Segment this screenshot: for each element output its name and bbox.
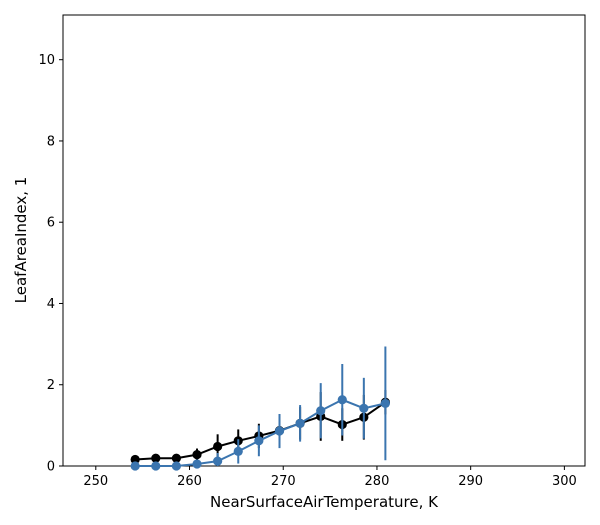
y-axis: 0 2 4 6 8 10: [38, 53, 63, 475]
data-point: [359, 403, 369, 413]
y-tick-label: 2: [47, 378, 55, 393]
data-point: [380, 398, 390, 409]
y-axis-label: LeafAreaIndex, 1: [12, 177, 30, 304]
x-tick-label: 300: [552, 474, 577, 489]
data-point: [151, 453, 161, 463]
data-point: [274, 426, 285, 436]
data-point: [316, 406, 326, 416]
x-tick-label: 290: [458, 474, 483, 489]
data-point: [192, 450, 202, 460]
plot-area: [62, 14, 586, 467]
series-1: [130, 346, 390, 471]
data-point: [254, 436, 264, 446]
data-point: [213, 441, 223, 452]
data-point: [130, 454, 140, 465]
data-point: [192, 459, 202, 469]
x-axis: 250 260 270 280 290 300: [83, 466, 577, 489]
data-point: [295, 418, 305, 428]
y-tick-label: 6: [47, 216, 55, 231]
data-point: [151, 461, 161, 471]
x-tick-label: 250: [83, 474, 108, 489]
data-point: [337, 395, 347, 405]
data-point: [171, 453, 181, 463]
y-tick-label: 8: [47, 134, 55, 149]
data-point: [130, 461, 140, 471]
data-point: [213, 456, 223, 466]
x-tick-label: 270: [271, 474, 296, 489]
x-tick-label: 260: [177, 474, 202, 489]
y-tick-label: 10: [38, 53, 55, 68]
y-tick-label: 0: [47, 460, 55, 475]
data-point: [171, 461, 181, 471]
x-axis-label: NearSurfaceAirTemperature, K: [210, 493, 439, 511]
series-layer: [130, 346, 390, 471]
data-point: [233, 446, 243, 456]
x-tick-label: 280: [365, 474, 390, 489]
y-tick-label: 4: [47, 297, 55, 312]
